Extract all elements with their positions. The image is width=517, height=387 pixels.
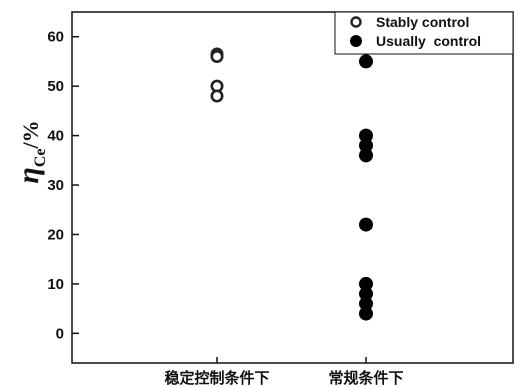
legend-label-0: Stably control <box>376 14 469 30</box>
y-tick-label-0: 0 <box>56 325 64 342</box>
data-point-1-0 <box>359 54 373 69</box>
data-point-1-6 <box>359 286 373 301</box>
data-points <box>210 47 373 321</box>
y-tick-label-30: 30 <box>47 177 64 194</box>
data-point-1-4 <box>359 217 373 232</box>
data-point-1-8 <box>359 306 373 321</box>
y-tick-label-40: 40 <box>47 128 64 145</box>
x-axis-categories: 稳定控制条件下 常规条件下 <box>164 357 404 387</box>
legend-marker-0 <box>350 16 362 28</box>
x-category-label-0: 稳定控制条件下 <box>164 369 269 387</box>
x-category-label-1: 常规条件下 <box>328 369 403 387</box>
data-point-0-3 <box>210 89 224 103</box>
legend-box <box>334 11 514 55</box>
plot-frame <box>71 11 514 364</box>
data-point-1-2 <box>359 138 373 153</box>
data-point-1-5 <box>359 276 373 291</box>
axes <box>71 11 514 364</box>
legend-label-1: Usually control <box>376 33 481 49</box>
y-axis-label: ηCe/% <box>12 120 49 183</box>
y-axis-label-subscript: Ce <box>32 149 49 168</box>
legend-marker-1 <box>350 35 362 47</box>
y-tick-label-20: 20 <box>47 226 64 243</box>
y-axis-label-unit: /% <box>18 120 43 149</box>
data-point-1-3 <box>359 148 373 163</box>
data-point-1-1 <box>359 128 373 143</box>
y-axis-ticks: 0 10 20 30 40 50 60 <box>47 29 79 342</box>
data-point-1-7 <box>359 296 373 311</box>
legend: Stably control Usually control <box>334 11 514 55</box>
y-tick-label-50: 50 <box>47 78 64 95</box>
y-tick-label-10: 10 <box>47 276 64 293</box>
data-point-0-1 <box>210 49 224 63</box>
y-tick-label-60: 60 <box>47 29 64 46</box>
y-axis-label-symbol: η <box>12 167 45 183</box>
